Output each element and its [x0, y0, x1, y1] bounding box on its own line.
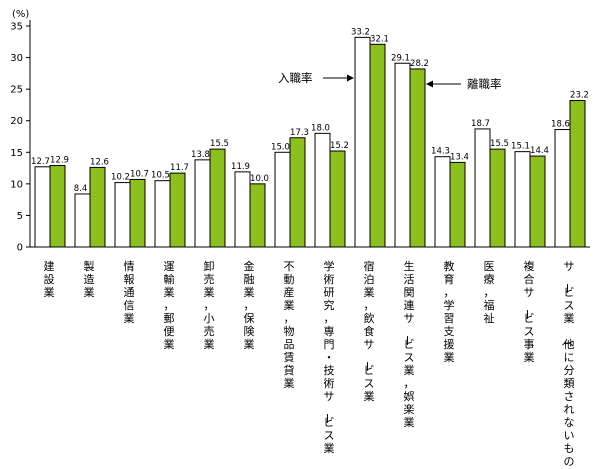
category-label: 生活関連サービス業，娯楽業 [401, 259, 415, 429]
data-label-entry-rate: 18.6 [551, 120, 570, 130]
bar-entry-rate [314, 132, 331, 248]
bar-exit-rate [89, 166, 106, 248]
data-label-entry-rate: 15.1 [511, 142, 530, 152]
data-label-entry-rate: 10.5 [151, 171, 170, 181]
bar-exit-rate [489, 148, 506, 248]
bar-entry-rate [194, 159, 211, 248]
axes [29, 20, 590, 248]
y-tick-label: 5 [17, 211, 23, 222]
bar-entry-rate [234, 171, 251, 248]
bar-exit-rate [369, 43, 386, 248]
category-label: サービス業（他に分類されないもの） [561, 260, 575, 469]
bar-entry-rate [434, 156, 451, 248]
data-label-entry-rate: 10.2 [111, 173, 130, 183]
bar-exit-rate [409, 68, 426, 248]
bar-entry-rate [554, 129, 571, 248]
annotations: 入職率 離職率 [278, 71, 502, 91]
bar-exit-rate [329, 150, 346, 248]
y-tick-label: 35 [10, 22, 23, 33]
data-label-entry-rate: 33.2 [351, 27, 370, 37]
data-label-entry-rate: 13.8 [191, 150, 210, 160]
data-labels: 12.7 12.98.412.610.2 10.7 10.511.713.815.51… [31, 27, 589, 194]
data-label-exit-rate: 12.6 [90, 157, 109, 167]
data-label-exit-rate: 32.1 [370, 34, 389, 44]
category-label: 製造業 [84, 259, 95, 299]
entry-rate-arrow-head [347, 74, 354, 82]
data-label-entry-rate: 29.1 [391, 53, 410, 63]
bars [34, 36, 586, 248]
data-label-exit-rate: 23.2 [570, 91, 589, 101]
bar-exit-rate [129, 178, 146, 248]
data-label-exit-rate: 28.2 [410, 59, 429, 69]
exit-rate-annotation: 離職率 [467, 77, 502, 91]
data-label-exit-rate: 11.7 [170, 163, 189, 173]
category-label: 不動産業，物品賃貸業 [284, 260, 295, 390]
bar-entry-rate [394, 62, 411, 248]
data-label-exit-rate: 13.4 [450, 152, 469, 162]
bar-entry-rate [154, 180, 171, 248]
bar-entry-rate [74, 193, 91, 248]
y-tick-label: 25 [10, 85, 23, 96]
bar-exit-rate [169, 172, 186, 248]
data-label-entry-rate: 14.3 [431, 147, 450, 157]
bar-exit-rate [289, 137, 306, 248]
bar-entry-rate [114, 182, 131, 248]
bar-exit-rate [529, 155, 546, 248]
bar-entry-rate [354, 36, 371, 248]
y-axis-unit: (%) [12, 9, 29, 20]
data-label-exit-rate: 10.0 [250, 174, 269, 184]
bar-exit-rate [569, 100, 586, 248]
category-label: 卸売業，小売業 [204, 259, 215, 351]
data-label-entry-rate: 11.9 [231, 162, 250, 172]
data-label-exit-rate: 15.5 [490, 139, 509, 149]
category-label: 複合サービス事業 [521, 259, 535, 364]
bar-entry-rate [514, 151, 531, 248]
category-label: 運輸業，郵便業 [164, 260, 175, 351]
y-ticks: 0 5 10 15 20 25 30 35 [10, 22, 30, 254]
data-label-exit-rate: 10.7 [130, 169, 149, 179]
category-label: 学術研究，専門・技術サービス業 [321, 259, 335, 455]
category-label: 医療，福祉 [484, 260, 495, 325]
bar-entry-rate [34, 166, 51, 248]
data-label-exit-rate: 17.3 [290, 128, 309, 138]
bar-exit-rate [209, 148, 226, 248]
data-label-exit-rate: 12.9 [50, 156, 69, 166]
bar-exit-rate [249, 183, 266, 248]
y-tick-label: 15 [10, 148, 23, 159]
data-label-exit-rate: 14.4 [530, 146, 549, 156]
category-label: 情報通信業 [124, 260, 135, 325]
data-label-entry-rate: 18.7 [471, 119, 490, 129]
data-label-entry-rate: 12.7 [31, 157, 50, 167]
data-label-exit-rate: 15.5 [210, 139, 229, 149]
category-label: 金融業，保険業 [244, 259, 255, 351]
y-tick-label: 10 [10, 179, 23, 190]
y-tick-label: 20 [10, 116, 23, 127]
exit-rate-arrow-head [426, 80, 433, 88]
data-label-entry-rate: 8.4 [74, 184, 88, 194]
bar-entry-rate [474, 128, 491, 248]
category-label: 宿泊業，飲食サービス業 [361, 259, 375, 403]
category-label: 教育，学習支援業 [444, 260, 455, 364]
entry-rate-annotation: 入職率 [278, 71, 313, 85]
category-labels: 建設業 製造業 情報通信業 運輸業，郵便業 卸売業，小売業 金融業，保険業 不動産業，物品賃… [44, 259, 575, 469]
category-label: 建設業 [44, 259, 55, 299]
data-label-entry-rate: 18.0 [311, 123, 330, 133]
bar-exit-rate [49, 165, 66, 248]
bar-entry-rate [274, 151, 291, 248]
bar-exit-rate [449, 161, 466, 248]
y-tick-label: 30 [10, 53, 23, 64]
data-label-exit-rate: 15.2 [330, 141, 349, 151]
data-label-entry-rate: 15.0 [271, 142, 290, 152]
y-tick-label: 0 [17, 243, 23, 254]
